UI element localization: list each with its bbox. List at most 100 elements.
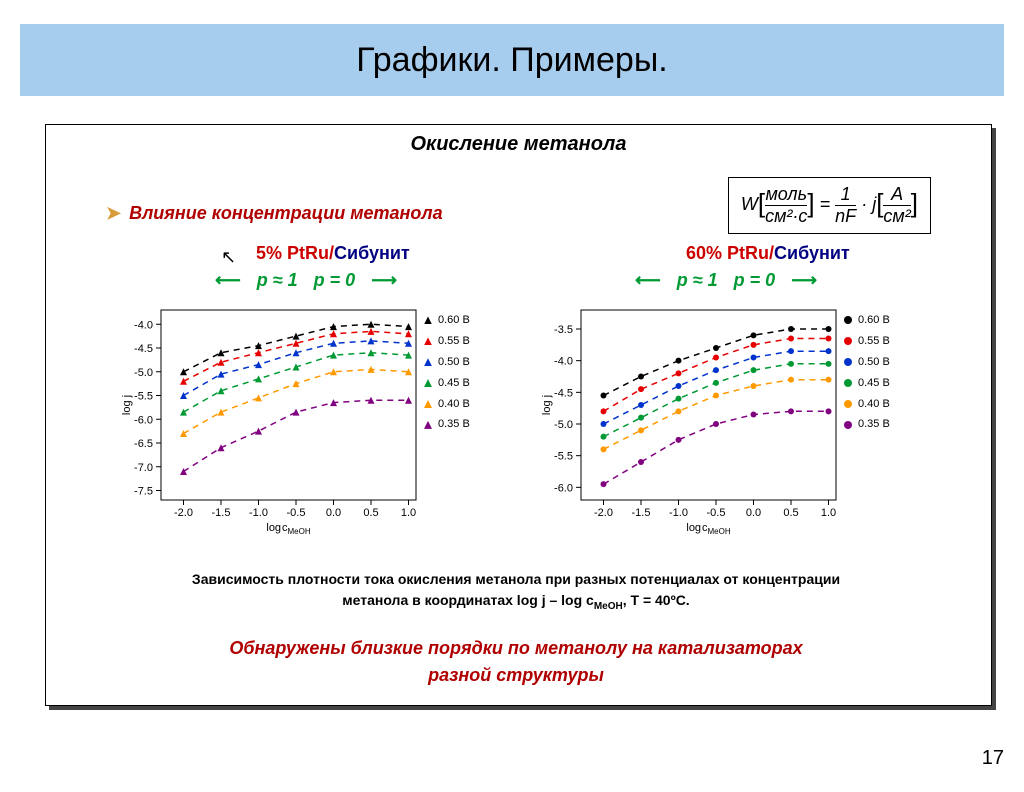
legend-label: 0.35 В (858, 414, 890, 435)
legend-item: 0.45 В (424, 373, 470, 394)
cat-right-main: 60% PtRu/ (686, 243, 774, 263)
svg-text:1.0: 1.0 (401, 507, 416, 519)
legend-item: 0.60 В (844, 310, 890, 331)
legend-item: 0.50 В (844, 352, 890, 373)
legend-marker-icon (844, 400, 852, 408)
legend-right: 0.60 В0.55 В0.50 В0.45 В0.40 В0.35 В (844, 310, 890, 435)
legend-marker-icon (844, 358, 852, 366)
svg-text:-6.5: -6.5 (134, 438, 153, 450)
svg-text:-5.0: -5.0 (554, 419, 573, 431)
legend-label: 0.60 В (858, 310, 890, 331)
svg-text:-4.5: -4.5 (134, 343, 153, 355)
slope-arrows-right: ⟵ p ≈ 1 p = 0 ⟶ (536, 270, 916, 291)
legend-label: 0.40 В (438, 394, 470, 415)
arrow-left-icon: ⟵ (635, 270, 661, 291)
legend-item: 0.55 В (844, 331, 890, 352)
caption: Зависимость плотности тока окисления мет… (86, 569, 946, 614)
svg-text:-7.0: -7.0 (134, 462, 153, 474)
svg-text:-6.0: -6.0 (554, 482, 573, 494)
caption-line2: метанола в координатах log j – log сMeOH… (342, 592, 689, 608)
legend-item: 0.35 В (844, 414, 890, 435)
legend-item: 0.35 В (424, 414, 470, 435)
slope-p1-right: p ≈ 1 (677, 270, 718, 291)
svg-text:log cMeOH: log cMeOH (686, 522, 730, 535)
legend-marker-icon (844, 316, 852, 324)
legend-item: 0.40 В (844, 394, 890, 415)
title-bar: Графики. Примеры. (20, 24, 1004, 96)
legend-label: 0.35 В (438, 414, 470, 435)
page-number: 17 (982, 747, 1004, 770)
legend-label: 0.40 В (858, 394, 890, 415)
legend-marker-icon (844, 337, 852, 345)
legend-marker-icon (424, 337, 432, 345)
svg-text:-1.5: -1.5 (212, 507, 231, 519)
cat-left-main: 5% PtRu/ (256, 243, 334, 263)
legend-marker-icon (844, 379, 852, 387)
svg-text:-5.5: -5.5 (554, 451, 573, 463)
svg-text:-4.0: -4.0 (134, 319, 153, 331)
legend-label: 0.45 В (858, 373, 890, 394)
caption-line1: Зависимость плотности тока окисления мет… (192, 571, 840, 587)
svg-text:-7.5: -7.5 (134, 486, 153, 498)
arrow-right-icon: ⟶ (791, 270, 817, 291)
legend-marker-icon (424, 400, 432, 408)
svg-text:-3.5: -3.5 (554, 324, 573, 336)
svg-text:0.0: 0.0 (326, 507, 341, 519)
svg-text:1.0: 1.0 (821, 507, 836, 519)
svg-text:-4.0: -4.0 (554, 356, 573, 368)
svg-text:-2.0: -2.0 (174, 507, 193, 519)
legend-label: 0.50 В (858, 352, 890, 373)
svg-text:-0.5: -0.5 (707, 507, 726, 519)
arrow-right-icon: ⟶ (371, 270, 397, 291)
legend-item: 0.45 В (844, 373, 890, 394)
legend-marker-icon (424, 316, 432, 324)
legend-left: 0.60 В0.55 В0.50 В0.45 В0.40 В0.35 В (424, 310, 470, 435)
chevron-icon: ➤ (106, 203, 121, 223)
legend-item: 0.55 В (424, 331, 470, 352)
svg-text:-1.0: -1.0 (669, 507, 688, 519)
slide: Графики. Примеры. Окисление метанола ➤ Вл… (0, 24, 1024, 792)
svg-text:-0.5: -0.5 (287, 507, 306, 519)
legend-marker-icon (424, 421, 432, 429)
panel-title: Окисление метанола (46, 133, 991, 156)
legend-item: 0.50 В (424, 352, 470, 373)
svg-text:-6.0: -6.0 (134, 414, 153, 426)
svg-text:0.5: 0.5 (363, 507, 378, 519)
svg-text:0.0: 0.0 (746, 507, 761, 519)
svg-text:log j: log j (541, 395, 553, 415)
conclusion: Обнаружены близкие порядки по метанолу н… (86, 635, 946, 689)
cat-right-suf: Сибунит (774, 243, 850, 263)
svg-text:-4.5: -4.5 (554, 387, 573, 399)
slope-p0-right: p = 0 (734, 270, 776, 291)
cursor-icon: ↖ (221, 247, 236, 268)
legend-item: 0.60 В (424, 310, 470, 331)
legend-item: 0.40 В (424, 394, 470, 415)
legend-label: 0.45 В (438, 373, 470, 394)
formula-text: W[мольсм²·с] = 1nF · j[Aсм²] (741, 194, 918, 214)
bullet-text: Влияние концентрации метанола (129, 203, 443, 223)
formula-box: W[мольсм²·с] = 1nF · j[Aсм²] (728, 177, 931, 234)
svg-text:-5.0: -5.0 (134, 367, 153, 379)
catalyst-title-right: 60% PtRu/Сибунит (686, 243, 850, 264)
arrow-left-icon: ⟵ (215, 270, 241, 291)
legend-label: 0.60 В (438, 310, 470, 331)
subtitle-bullet: ➤ Влияние концентрации метанола (106, 203, 443, 224)
svg-text:-2.0: -2.0 (594, 507, 613, 519)
catalyst-title-left: 5% PtRu/Сибунит (256, 243, 410, 264)
legend-label: 0.55 В (438, 331, 470, 352)
svg-text:-1.5: -1.5 (632, 507, 651, 519)
legend-marker-icon (844, 421, 852, 429)
legend-marker-icon (424, 379, 432, 387)
cat-left-suf: Сибунит (334, 243, 410, 263)
svg-text:log cMeOH: log cMeOH (266, 522, 310, 535)
svg-text:0.5: 0.5 (783, 507, 798, 519)
slope-arrows-left: ⟵ p ≈ 1 p = 0 ⟶ (116, 270, 496, 291)
legend-label: 0.50 В (438, 352, 470, 373)
svg-text:-1.0: -1.0 (249, 507, 268, 519)
legend-label: 0.55 В (858, 331, 890, 352)
slope-p1-left: p ≈ 1 (257, 270, 298, 291)
conclusion-line2: разной структуры (428, 665, 604, 685)
svg-text:-5.5: -5.5 (134, 391, 153, 403)
svg-text:log j: log j (121, 395, 133, 415)
legend-marker-icon (424, 358, 432, 366)
